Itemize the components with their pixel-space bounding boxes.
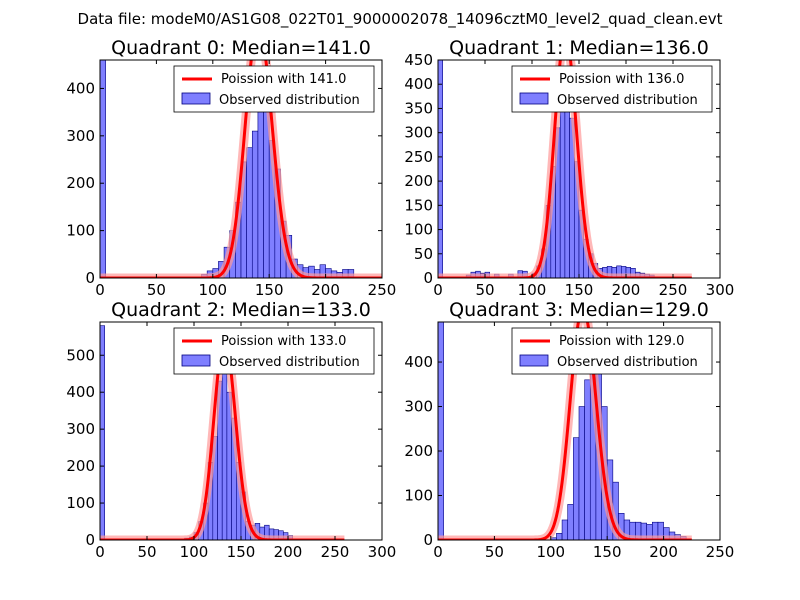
- y-tick-label: 300: [404, 124, 433, 142]
- axes-frame: [99, 59, 383, 279]
- legend-hist-swatch: [519, 92, 549, 105]
- histogram-bar: [438, 322, 444, 540]
- plot-area: [438, 60, 696, 278]
- legend-hist-label: Observed distribution: [557, 355, 698, 370]
- x-tick-label: 50: [475, 281, 494, 299]
- histogram-bar: [578, 406, 585, 540]
- y-tick-label: 0: [85, 531, 95, 549]
- x-tick-label: 150: [255, 281, 284, 299]
- x-tick-label: 50: [137, 543, 156, 561]
- x-tick-label: 250: [706, 543, 735, 561]
- histogram-bar: [221, 347, 228, 540]
- x-tick-label: 0: [433, 543, 443, 561]
- legend: Poission with 136.0 Observed distribution: [511, 65, 713, 113]
- y-tick-label: 50: [414, 245, 433, 263]
- y-tick-label: 350: [404, 99, 433, 117]
- x-tick-label: 150: [593, 543, 622, 561]
- histogram-bar: [251, 130, 259, 278]
- x-tick-label: 150: [565, 281, 594, 299]
- histogram-bar: [584, 379, 591, 540]
- legend-line-label: Poission with 141.0: [221, 72, 346, 87]
- y-tick-label: 100: [66, 222, 95, 240]
- plot-area: [100, 60, 382, 278]
- x-tick-label: 300: [368, 543, 397, 561]
- panel-title: Quadrant 1: Median=136.0: [449, 37, 709, 59]
- x-tick-label: 200: [274, 543, 303, 561]
- y-tick-label: 0: [423, 531, 433, 549]
- legend: Poission with 133.0 Observed distribution: [173, 327, 375, 375]
- quadrant-panel-1: 0 50 100 150 200 250 3000501001502002503003504…: [404, 37, 735, 299]
- x-tick-label: 0: [433, 281, 443, 299]
- x-tick-label: 50: [147, 281, 166, 299]
- y-tick-label: 150: [404, 196, 433, 214]
- panel-title: Quadrant 0: Median=141.0: [111, 37, 371, 59]
- y-tick-label: 100: [404, 487, 433, 505]
- histogram-bar: [567, 504, 574, 540]
- histogram-bar: [573, 437, 580, 540]
- histogram-bar: [100, 60, 106, 278]
- y-tick-label: 100: [66, 494, 95, 512]
- legend-line-label: Poission with 133.0: [221, 334, 346, 349]
- x-tick-label: 300: [706, 281, 735, 299]
- x-tick-label: 100: [536, 543, 565, 561]
- y-tick-label: 100: [404, 221, 433, 239]
- x-tick-label: 200: [311, 281, 340, 299]
- y-tick-label: 400: [66, 383, 95, 401]
- x-tick-label: 0: [95, 281, 105, 299]
- legend: Poission with 141.0 Observed distribution: [173, 65, 375, 113]
- x-tick-label: 50: [485, 543, 504, 561]
- x-tick-label: 0: [95, 543, 105, 561]
- y-tick-label: 300: [66, 420, 95, 438]
- y-tick-label: 200: [404, 172, 433, 190]
- legend-hist-label: Observed distribution: [219, 93, 360, 108]
- legend-hist-label: Observed distribution: [557, 93, 698, 108]
- quadrant-panel-2: 0 50 100 150 200 250 300 0 100 200 300 400 500 Quadra…: [66, 299, 396, 561]
- legend-hist-swatch: [519, 354, 549, 367]
- x-tick-label: 150: [227, 543, 256, 561]
- quadrant-panel-0: 0 50 100 150 200 250 0 100 200 300 400 Quadrant 0: …: [66, 37, 397, 299]
- x-tick-label: 100: [180, 543, 209, 561]
- legend-hist-swatch: [181, 92, 211, 105]
- y-tick-label: 450: [404, 51, 433, 69]
- x-tick-label: 100: [518, 281, 547, 299]
- histogram-bar: [100, 325, 105, 540]
- panel-title: Quadrant 2: Median=133.0: [111, 299, 371, 321]
- axes-frame: [437, 321, 721, 541]
- legend-hist-swatch: [181, 354, 211, 367]
- legend-line-label: Poission with 129.0: [559, 334, 684, 349]
- y-tick-label: 0: [423, 269, 433, 287]
- panel-title: Quadrant 3: Median=129.0: [449, 299, 709, 321]
- y-tick-label: 200: [404, 442, 433, 460]
- poisson-curve: [100, 60, 382, 278]
- x-tick-label: 200: [649, 543, 678, 561]
- x-tick-label: 200: [612, 281, 641, 299]
- y-tick-label: 250: [404, 148, 433, 166]
- y-tick-label: 400: [66, 79, 95, 97]
- y-tick-label: 200: [66, 174, 95, 192]
- y-tick-label: 400: [404, 353, 433, 371]
- legend: Poission with 129.0 Observed distribution: [511, 327, 713, 375]
- y-tick-label: 300: [66, 127, 95, 145]
- y-tick-label: 300: [404, 398, 433, 416]
- x-tick-label: 100: [198, 281, 227, 299]
- y-tick-label: 0: [85, 269, 95, 287]
- y-tick-label: 200: [66, 457, 95, 475]
- histogram-bar: [561, 519, 569, 540]
- x-tick-label: 250: [321, 543, 350, 561]
- legend-line-label: Poission with 136.0: [559, 72, 684, 87]
- histogram-bar: [246, 147, 253, 278]
- x-tick-label: 250: [368, 281, 397, 299]
- histogram-bar: [556, 533, 563, 540]
- x-tick-label: 250: [659, 281, 688, 299]
- poisson-curve: [438, 322, 693, 540]
- quadrant-panel-3: 0 50 100 150 200 250 0 100 200 300 400 Quadrant 3: …: [404, 299, 734, 561]
- legend-hist-label: Observed distribution: [219, 355, 360, 370]
- histogram-bar: [438, 60, 443, 278]
- figure-suptitle: Data file: modeM0/AS1G08_022T01_90000020…: [78, 10, 723, 29]
- y-tick-label: 400: [404, 75, 433, 93]
- y-tick-label: 500: [66, 346, 95, 364]
